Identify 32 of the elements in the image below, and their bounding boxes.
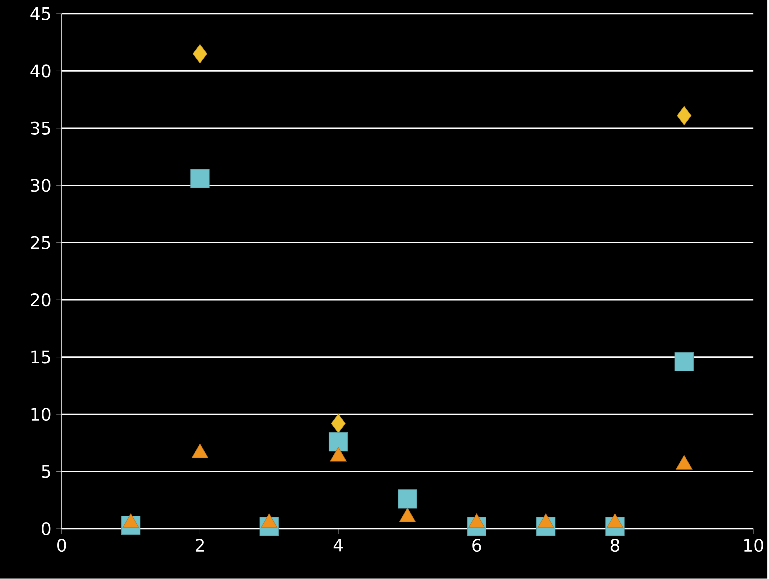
- point: [122, 514, 140, 528]
- x-tick-label: 6: [472, 539, 482, 552]
- point: [677, 106, 692, 126]
- point: [538, 514, 554, 528]
- x-tick-label: 2: [196, 539, 204, 552]
- y-tick-label: 20: [31, 294, 51, 307]
- point: [399, 508, 416, 523]
- point: [398, 490, 418, 509]
- point: [676, 455, 693, 470]
- y-tick-label: 25: [31, 236, 50, 250]
- y-tick-label: 35: [31, 122, 50, 136]
- point: [190, 169, 210, 188]
- x-tick-label: 0: [58, 539, 66, 552]
- point: [674, 352, 694, 372]
- y-tick-label: 30: [31, 179, 51, 192]
- x-tick-label: 8: [610, 539, 620, 552]
- point: [330, 447, 347, 462]
- point: [261, 514, 278, 528]
- y-tick-label: 40: [30, 64, 51, 78]
- y-tick-label: 10: [32, 408, 51, 422]
- point: [192, 444, 209, 458]
- y-tick-label: 0: [42, 522, 51, 536]
- x-tick-label: 4: [334, 539, 344, 552]
- point: [331, 414, 346, 434]
- point: [606, 514, 624, 528]
- y-tick-label: 15: [32, 350, 50, 364]
- y-tick-label: 5: [42, 465, 50, 478]
- point: [192, 44, 208, 64]
- point: [468, 514, 486, 528]
- x-tick-label: 10: [744, 539, 764, 552]
- y-tick-label: 45: [30, 8, 50, 20]
- point: [328, 432, 348, 452]
